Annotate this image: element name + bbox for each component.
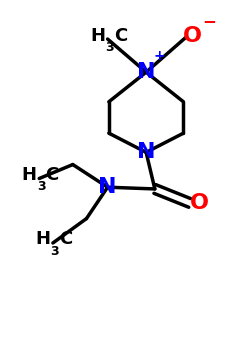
Text: +: + — [154, 49, 166, 63]
Text: C: C — [114, 27, 127, 44]
Text: 3: 3 — [37, 180, 45, 193]
Text: C: C — [59, 231, 72, 248]
Text: H: H — [90, 27, 105, 44]
Text: 3: 3 — [105, 41, 114, 54]
Text: N: N — [137, 142, 156, 162]
Text: −: − — [202, 12, 216, 29]
Text: C: C — [46, 166, 59, 184]
Text: H: H — [22, 166, 37, 184]
Text: 3: 3 — [50, 245, 59, 258]
Text: O: O — [183, 26, 202, 46]
Text: H: H — [36, 231, 51, 248]
Text: N: N — [98, 177, 117, 197]
Text: O: O — [190, 193, 208, 213]
Text: N: N — [137, 62, 156, 82]
